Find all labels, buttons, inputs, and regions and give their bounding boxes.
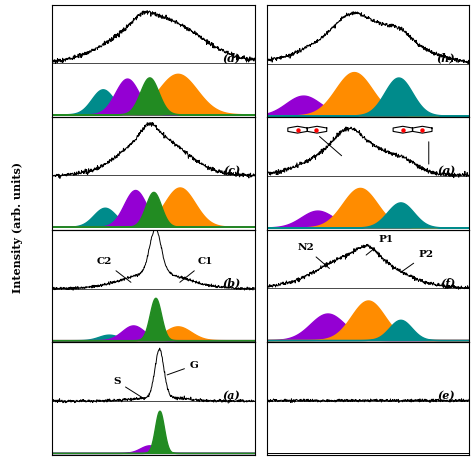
Text: C2: C2 [97,257,131,283]
Text: G: G [167,361,199,375]
Text: (b): (b) [222,278,240,289]
Text: (e): (e) [438,390,455,401]
Text: (a): (a) [223,390,240,401]
Text: (h): (h) [437,53,455,64]
Text: (c): (c) [223,165,240,176]
Text: C1: C1 [180,257,213,283]
Text: Intensity (arb. units): Intensity (arb. units) [12,162,23,293]
Text: (d): (d) [222,53,240,64]
Text: (f): (f) [440,278,455,289]
Text: P1: P1 [366,235,393,255]
Text: (g): (g) [437,165,455,176]
Text: S: S [113,377,141,397]
Text: P2: P2 [401,250,434,273]
Text: N2: N2 [297,243,329,268]
